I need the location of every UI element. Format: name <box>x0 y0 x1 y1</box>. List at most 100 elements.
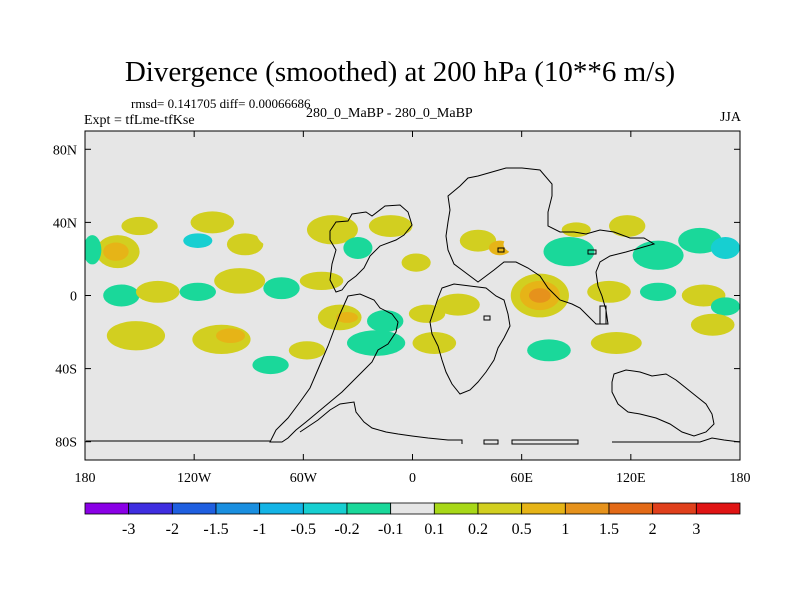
contour-region-43 <box>710 297 740 316</box>
x-axis: 180 120W 60W 0 60E 120E 180 <box>75 131 751 486</box>
contour-region-16 <box>503 233 548 256</box>
contour-region-55 <box>650 339 702 362</box>
x-tick-label-4: 60E <box>510 471 533 486</box>
colorbar-swatch-2 <box>171 502 217 515</box>
coastline-south-america <box>269 293 399 443</box>
contour-region-35 <box>468 311 520 345</box>
coastline-antarctica <box>86 401 740 445</box>
colorbar-label-2: -1.5 <box>203 521 228 538</box>
contour-region-24 <box>103 284 140 307</box>
contour-region-52 <box>412 332 457 354</box>
contour-region-34 <box>436 293 480 316</box>
colorbar-swatch-11 <box>564 502 610 515</box>
contour-region-13 <box>430 255 468 278</box>
contour-region-47 <box>216 328 246 344</box>
contour-region-23 <box>710 237 740 259</box>
contour-region-29 <box>299 271 344 291</box>
contour-region-57 <box>594 381 631 400</box>
coastline-island <box>483 315 491 321</box>
colorbar-label-5: -0.2 <box>334 521 359 538</box>
x-tick-label-2: 60W <box>290 471 318 486</box>
coastline-island <box>497 247 505 253</box>
contour-fills <box>85 211 740 400</box>
contour-region-26 <box>179 282 216 301</box>
x-tick-label-3: 0 <box>409 471 416 486</box>
contour-region-7 <box>226 233 264 256</box>
colorbar-swatch-4 <box>259 502 304 515</box>
contour-region-6 <box>190 211 235 234</box>
colorbar-swatch-12 <box>608 502 654 515</box>
colorbar-label-8: 0.2 <box>468 521 488 538</box>
contour-region-33 <box>408 304 446 323</box>
y-tick-label-0: 80N <box>53 143 77 158</box>
colorbar-swatch-5 <box>302 502 348 515</box>
contour-region-41 <box>639 282 677 301</box>
contour-region-3 <box>121 216 158 236</box>
contour-region-21 <box>632 240 684 270</box>
colorbar-label-0: -3 <box>122 521 135 538</box>
colorbar-label-1: -2 <box>166 521 179 538</box>
x-tick-label-5: 120E <box>616 471 646 486</box>
coastline-island <box>599 305 607 325</box>
contour-region-48 <box>106 370 136 389</box>
coastline-africa <box>429 283 511 395</box>
colorbar-swatch-9 <box>477 502 523 515</box>
colorbar-swatch-1 <box>128 502 173 515</box>
y-tick-label-2: 0 <box>70 290 77 305</box>
contour-region-51 <box>347 330 406 356</box>
experiment-label: Expt = tfLme-tfKse <box>84 113 195 128</box>
colorbar-label-3: -1 <box>253 521 266 538</box>
contour-region-27 <box>214 268 266 294</box>
x-tick-label-6: 180 <box>730 471 751 486</box>
colorbar-label-9: 0.5 <box>512 521 532 538</box>
contour-region-28 <box>263 277 300 300</box>
contour-region-9 <box>306 215 358 245</box>
contour-region-10 <box>343 237 373 259</box>
contour-region-25 <box>135 280 180 303</box>
coastline-eurasia <box>445 167 656 325</box>
contour-region-12 <box>401 253 431 272</box>
colorbar-label-11: 1.5 <box>599 521 619 538</box>
colorbar-label-12: 2 <box>649 521 657 538</box>
contour-region-54 <box>590 332 642 354</box>
contour-region-50 <box>288 341 326 360</box>
contour-region-20 <box>609 215 646 238</box>
chart-title: Divergence (smoothed) at 200 hPa (10**6 … <box>124 56 676 88</box>
colorbar-swatch-10 <box>521 502 566 515</box>
colorbar-label-10: 1 <box>561 521 569 538</box>
coastline-island <box>587 249 597 255</box>
contour-region-40 <box>587 280 631 303</box>
contour-region-14 <box>459 229 497 252</box>
colorbar-label-13: 3 <box>692 521 700 538</box>
colorbar-swatch-14 <box>695 502 741 515</box>
x-tick-label-0: 180 <box>75 471 96 486</box>
colorbar: -3 -2 -1.5 -1 -0.5 -0.2 -0.1 0.1 0.2 0.5 1 1.5 2 3 <box>84 502 741 538</box>
contour-region-31 <box>336 311 358 323</box>
contour-region-19 <box>594 226 624 263</box>
colorbar-label-4: -0.5 <box>291 521 316 538</box>
contour-region-56 <box>690 313 735 336</box>
contour-region-18 <box>561 222 591 238</box>
contour-region-2 <box>85 235 102 265</box>
y-tick-label-1: 40N <box>53 216 77 231</box>
contour-region-17 <box>543 237 595 267</box>
contour-region-44 <box>106 321 166 351</box>
contour-region-53 <box>527 339 571 362</box>
y-tick-label-3: 40S <box>55 363 77 378</box>
contour-region-45 <box>157 346 202 369</box>
colorbar-swatch-3 <box>215 502 261 515</box>
contour-region-49 <box>252 355 289 375</box>
colorbar-swatch-8 <box>433 502 479 515</box>
contour-region-11 <box>368 215 413 238</box>
x-tick-label-1: 120W <box>177 471 212 486</box>
contour-region-8 <box>256 215 278 245</box>
colorbar-swatch-6 <box>346 502 392 515</box>
contour-region-39 <box>554 310 584 333</box>
contour-region-1 <box>103 242 129 261</box>
coastlines <box>86 167 740 445</box>
colorbar-label-6: -0.1 <box>378 521 403 538</box>
center-label: 280_0_MaBP - 280_0_MaBP <box>306 106 473 121</box>
contour-region-38 <box>528 288 551 303</box>
coastline-australia <box>611 369 715 437</box>
